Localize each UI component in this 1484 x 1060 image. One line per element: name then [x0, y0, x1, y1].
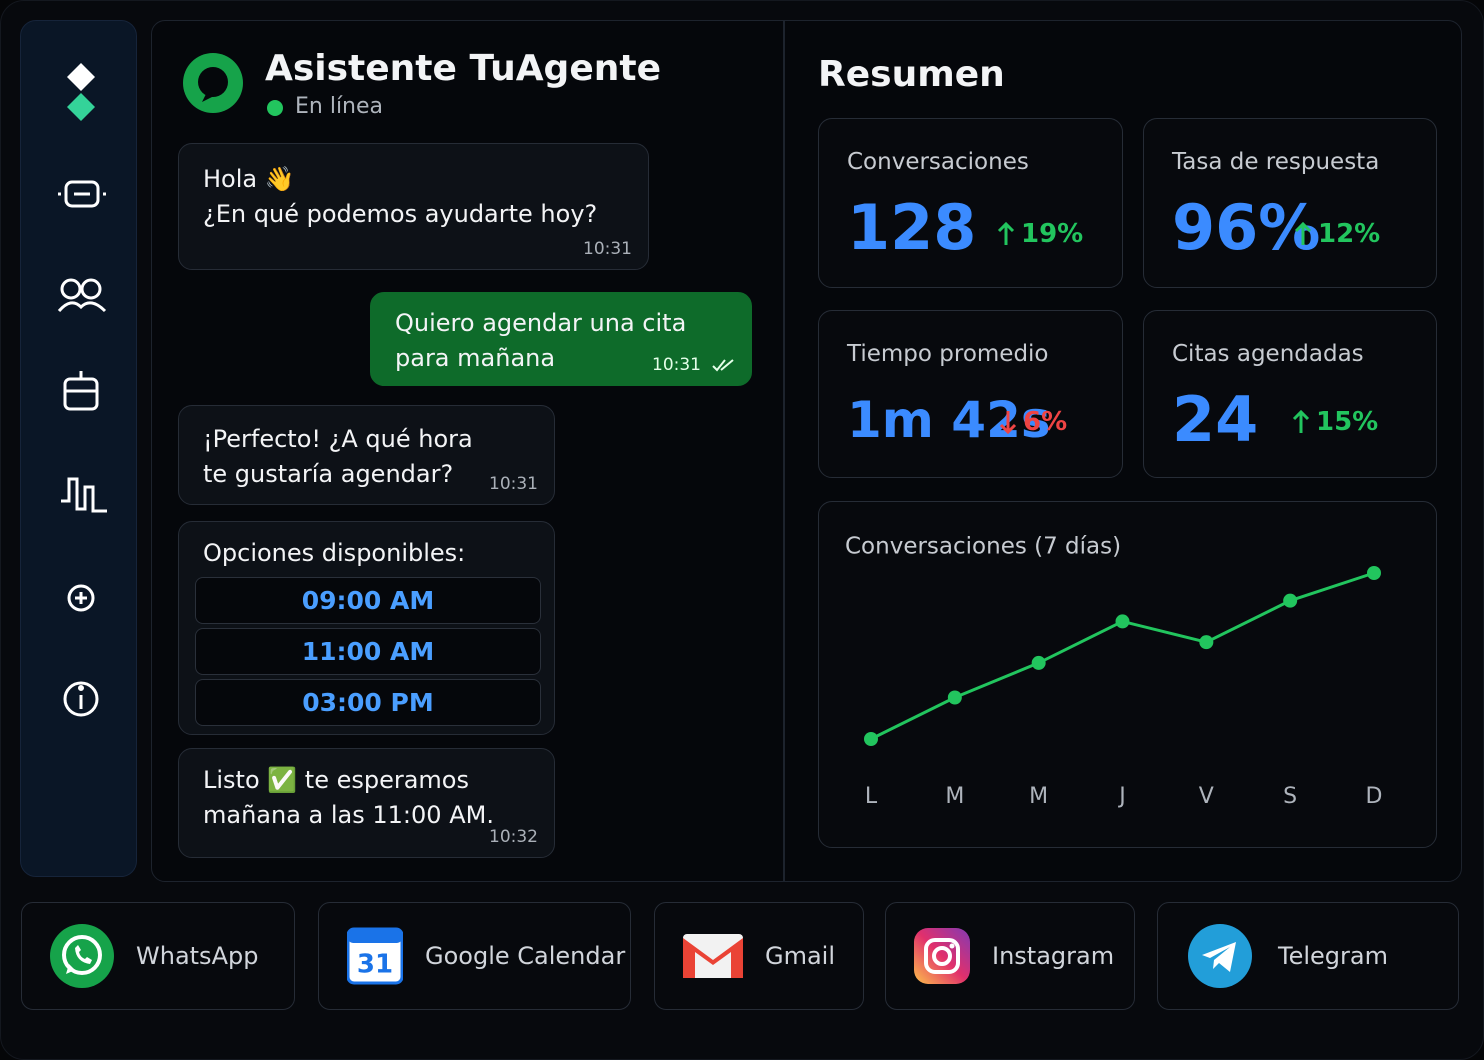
message-line: te gustaría agendar?	[203, 460, 454, 488]
point	[1367, 566, 1381, 580]
chart: Conversaciones (7 días) L M M J V S D	[845, 534, 1383, 810]
integration[interactable]: Telegram	[1157, 902, 1459, 1010]
message-line: para mañana	[395, 344, 556, 372]
line	[870, 571, 1375, 741]
x-tick-label: D	[1366, 784, 1383, 809]
options-title: Opciones disponibles:	[203, 539, 466, 567]
integration-name: Instagram	[992, 942, 1115, 970]
message: Listo ✅ te esperamos mañana a las 11:00 …	[178, 748, 555, 858]
stat-value: 96%	[1172, 191, 1321, 264]
integration-name: Gmail	[765, 942, 836, 970]
read-ticks	[712, 359, 734, 372]
point	[1031, 655, 1046, 670]
integration[interactable]: Gmail	[654, 902, 864, 1010]
chart-card: Conversaciones (7 días) L M M J V S D	[818, 501, 1437, 848]
point	[1199, 635, 1214, 650]
stat-card: Tasa de respuesta 96% 12%	[1143, 118, 1437, 288]
whatsapp-icon	[50, 924, 114, 988]
stat-change: 12%	[1294, 219, 1380, 249]
trend-arrow	[1292, 409, 1310, 433]
point	[947, 690, 962, 705]
nav-chat[interactable]	[64, 180, 100, 208]
nav-analytics[interactable]	[61, 477, 107, 513]
stat-value: 1m 42s	[847, 391, 1051, 449]
stat-change: 19%	[997, 219, 1083, 249]
stat-card: Conversaciones 128 19%	[818, 118, 1123, 288]
sidebar	[20, 20, 137, 877]
nav-calendar[interactable]	[63, 371, 99, 411]
x-tick-label: M	[1029, 784, 1048, 809]
message-line: Quiero agendar una cita	[395, 309, 687, 337]
integration-name: WhatsApp	[136, 942, 259, 970]
svg-text:31: 31	[357, 950, 393, 980]
stat-label: Tasa de respuesta	[1172, 149, 1380, 175]
x-tick-label: L	[865, 784, 878, 809]
nav-contacts[interactable]	[57, 278, 107, 313]
stat-label: Tiempo promedio	[847, 341, 1049, 367]
message-time: 10:31	[489, 474, 538, 494]
summary-title: Resumen	[818, 54, 1005, 95]
stat-value: 24	[1172, 383, 1259, 456]
stat-change-value: 15%	[1316, 407, 1379, 437]
integration[interactable]: WhatsApp	[21, 902, 295, 1010]
stat-card: Citas agendadas 24 15%	[1143, 310, 1437, 478]
status-dot	[267, 100, 283, 116]
stat-value: 128	[847, 191, 977, 264]
message: Hola 👋 ¿En qué podemos ayudarte hoy? 10:…	[178, 143, 649, 270]
time-option[interactable]: 09:00 AM	[195, 577, 541, 624]
x-tick-label: M	[945, 784, 964, 809]
x-tick-label: V	[1199, 784, 1214, 809]
integration[interactable]: Instagram	[885, 902, 1135, 1010]
point	[1283, 593, 1298, 608]
chart-title: Conversaciones (7 días)	[845, 534, 1121, 560]
stat-change: 15%	[1292, 407, 1378, 437]
message: ¡Perfecto! ¿A qué hora te gustaría agend…	[178, 405, 555, 505]
trend-arrow	[999, 411, 1017, 435]
stat-change: 6%	[999, 407, 1067, 437]
integration-name: Telegram	[1278, 942, 1388, 970]
message-time: 10:31	[652, 355, 701, 375]
x-tick-label: J	[1117, 784, 1126, 809]
time-option[interactable]: 03:00 PM	[195, 679, 541, 726]
trend-arrow	[997, 221, 1015, 245]
stat-card: Tiempo promedio 1m 42s 6%	[818, 310, 1123, 478]
gmail-icon	[683, 934, 743, 978]
calendar-icon: 31	[347, 927, 403, 985]
chat-title: Asistente TuAgente	[265, 48, 661, 89]
integration[interactable]: 31 Google Calendar	[318, 902, 631, 1010]
stat-change-value: 12%	[1318, 219, 1381, 249]
sidebar-icons	[57, 63, 107, 717]
time-option[interactable]: 11:00 AM	[195, 628, 541, 675]
trend-arrow	[1294, 221, 1312, 245]
assistant-logo	[183, 53, 243, 113]
divider	[783, 20, 785, 882]
nav-add[interactable]	[67, 584, 95, 612]
message-line: ¿En qué podemos ayudarte hoy?	[203, 200, 598, 228]
message-line: Hola 👋	[203, 165, 295, 193]
nav-info[interactable]	[63, 681, 99, 717]
message-time: 10:31	[583, 239, 632, 259]
message-line: mañana a las 11:00 AM.	[203, 801, 494, 829]
instagram-icon	[914, 928, 970, 984]
x-tick-label: S	[1283, 784, 1297, 809]
point	[1115, 614, 1130, 629]
message: Quiero agendar una cita para mañana 10:3…	[370, 292, 752, 386]
stat-change-value: 6%	[1023, 407, 1068, 437]
stat-label: Citas agendadas	[1172, 341, 1364, 367]
message-line: Listo ✅ te esperamos	[203, 766, 469, 794]
stat-label: Conversaciones	[847, 149, 1029, 175]
message-line: ¡Perfecto! ¿A qué hora	[203, 425, 473, 453]
options-message: Opciones disponibles: 09:00 AM 11:00 AM …	[178, 521, 555, 735]
status: En línea	[295, 94, 384, 119]
point	[864, 732, 878, 746]
message-time: 10:32	[489, 827, 538, 847]
telegram-icon	[1188, 924, 1252, 988]
stat-change-value: 19%	[1021, 219, 1084, 249]
integration-name: Google Calendar	[425, 942, 626, 970]
